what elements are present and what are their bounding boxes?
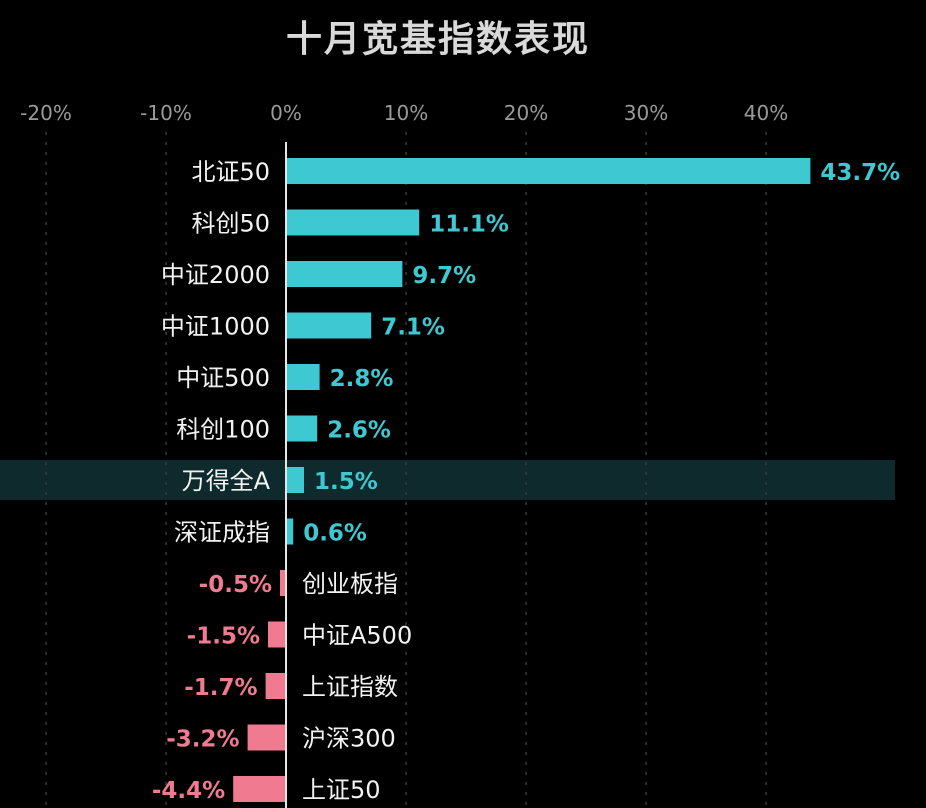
category-label: 上证指数 <box>302 673 398 701</box>
value-label: 2.8% <box>330 366 394 392</box>
value-label: -0.5% <box>199 572 272 598</box>
value-label: -3.2% <box>166 727 239 753</box>
x-tick-label: -20% <box>20 101 72 125</box>
value-label: -1.5% <box>187 624 260 650</box>
bar <box>286 467 304 493</box>
bar <box>286 261 403 287</box>
x-tick-label: -10% <box>140 101 192 125</box>
bar <box>286 364 320 390</box>
category-label: 中证500 <box>176 364 270 392</box>
x-tick-label: 10% <box>384 101 428 125</box>
x-tick-label: 0% <box>270 101 302 125</box>
x-tick-label: 20% <box>504 101 548 125</box>
category-label: 万得全A <box>182 467 271 495</box>
value-label: 7.1% <box>381 315 445 341</box>
bar <box>265 673 286 699</box>
chart-title: 十月宽基指数表现 <box>285 19 590 60</box>
category-label: 科创50 <box>191 210 270 238</box>
value-label: 11.1% <box>429 212 509 238</box>
bar <box>233 776 286 802</box>
value-label: 9.7% <box>412 263 476 289</box>
category-label: 上证50 <box>302 776 381 804</box>
value-label: -4.4% <box>152 778 225 804</box>
gridlines <box>45 132 767 808</box>
category-label: 科创100 <box>176 416 270 444</box>
category-label: 中证2000 <box>161 261 270 289</box>
x-axis-ticks: -20% -10% 0% 10% 20% 30% 40% <box>20 101 788 125</box>
bar <box>286 158 811 184</box>
bar <box>280 570 286 596</box>
category-label: 中证A500 <box>302 622 412 650</box>
highlight-band <box>0 460 895 500</box>
bar <box>268 621 286 648</box>
value-label: 2.6% <box>327 418 391 444</box>
value-label: 0.6% <box>303 521 367 547</box>
category-label: 中证1000 <box>161 313 270 341</box>
category-label: 北证50 <box>191 158 270 186</box>
highlight-band-layer <box>0 460 895 500</box>
bar <box>286 415 318 442</box>
value-label: 1.5% <box>314 469 378 495</box>
x-tick-label: 40% <box>744 101 788 125</box>
value-label: -1.7% <box>184 675 257 701</box>
bar <box>286 312 372 339</box>
bar <box>286 518 294 545</box>
value-label: 43.7% <box>820 160 900 186</box>
bars <box>233 158 811 802</box>
category-label: 深证成指 <box>174 519 270 547</box>
labels: 北证50 43.7% 科创50 11.1% 中证2000 9.7% 中证1000 7.1% 中证… <box>152 158 900 804</box>
bar <box>247 724 286 751</box>
bar <box>286 209 420 236</box>
x-tick-label: 30% <box>624 101 668 125</box>
category-label: 沪深300 <box>302 725 396 753</box>
category-label: 创业板指 <box>302 570 398 598</box>
